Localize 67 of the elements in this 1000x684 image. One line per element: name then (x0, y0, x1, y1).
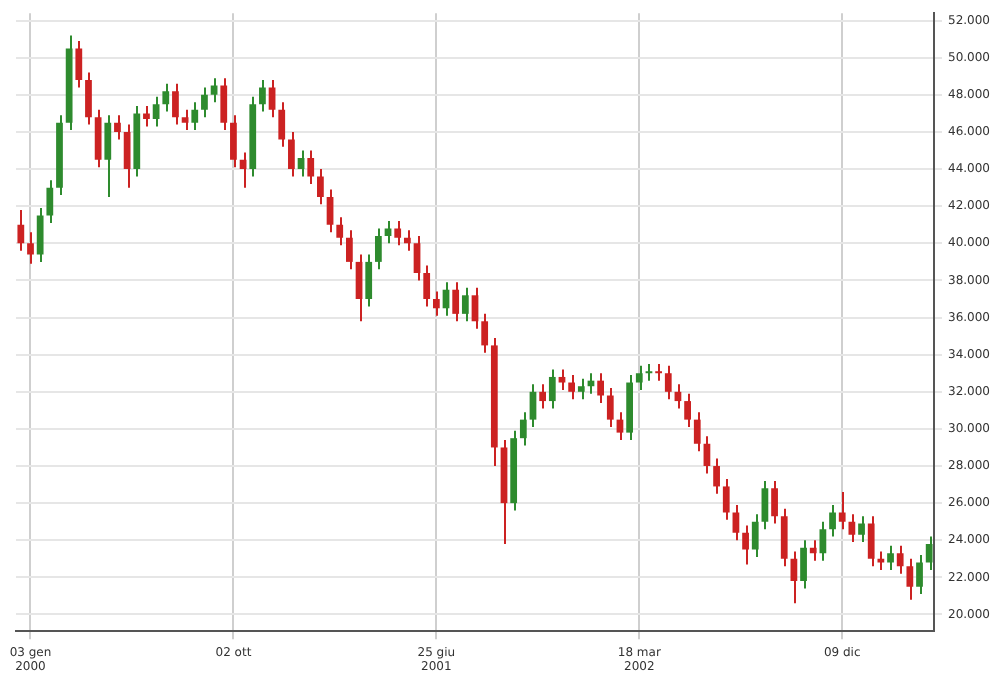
candlestick (201, 86, 208, 119)
candlestick (780, 507, 788, 568)
candlestick (713, 457, 720, 495)
candlestick (925, 535, 933, 571)
candlestick (800, 539, 807, 590)
candlestick (85, 71, 92, 126)
candlestick (191, 101, 199, 132)
candlestick (114, 114, 121, 141)
candlestick (577, 377, 585, 401)
candlestick (693, 411, 701, 453)
candlestick (906, 557, 914, 601)
candlestick (162, 82, 170, 113)
candlestick (336, 216, 344, 247)
candlestick (365, 253, 373, 308)
candlestick (635, 364, 643, 391)
candlestick (838, 491, 846, 531)
candlestick (809, 539, 817, 562)
candlestick (858, 515, 865, 544)
candlestick (268, 79, 276, 119)
candlestick (761, 479, 769, 531)
candlestick (664, 364, 672, 401)
candlestick (519, 411, 527, 447)
candlestick (143, 104, 150, 128)
candlestick (568, 374, 576, 401)
candlestick (27, 231, 34, 265)
candlestick (655, 362, 662, 382)
candlestick (916, 554, 923, 596)
candlestick (742, 524, 749, 566)
candlestick (36, 207, 44, 263)
candlestick (548, 368, 556, 410)
candlestick (771, 479, 778, 525)
candlestick (829, 504, 836, 538)
candlestick (181, 108, 189, 132)
candlestick (384, 220, 392, 245)
candlestick (539, 383, 547, 410)
candlestick (17, 208, 25, 252)
candlestick (172, 82, 179, 126)
candlestick (597, 372, 605, 404)
candlestick (307, 149, 315, 185)
candlestick (220, 77, 228, 132)
candlestick (606, 387, 614, 429)
candlestick (317, 168, 324, 206)
candlestick (732, 504, 740, 542)
candlestick (558, 368, 566, 391)
candlestick (394, 220, 402, 247)
candlestick (848, 513, 856, 544)
candlestick (452, 281, 460, 323)
candlestick (896, 544, 904, 575)
candlestick (403, 229, 411, 252)
candlestick (259, 79, 266, 113)
candlestick (94, 108, 102, 169)
candlestick (722, 478, 730, 521)
candlestick (152, 95, 160, 128)
candlestick (887, 544, 894, 571)
candlestick (374, 227, 382, 271)
candlestick (461, 286, 469, 323)
candlestick (230, 114, 237, 169)
candlestick (46, 179, 54, 224)
candlestick (684, 392, 691, 429)
candlestick (751, 513, 759, 558)
candlestick (346, 229, 353, 271)
candlestick (432, 290, 440, 317)
candlestick (123, 123, 131, 189)
candlestick (104, 114, 112, 198)
candlestick (75, 40, 83, 89)
candlestick (288, 130, 295, 178)
candlestick (278, 101, 286, 148)
